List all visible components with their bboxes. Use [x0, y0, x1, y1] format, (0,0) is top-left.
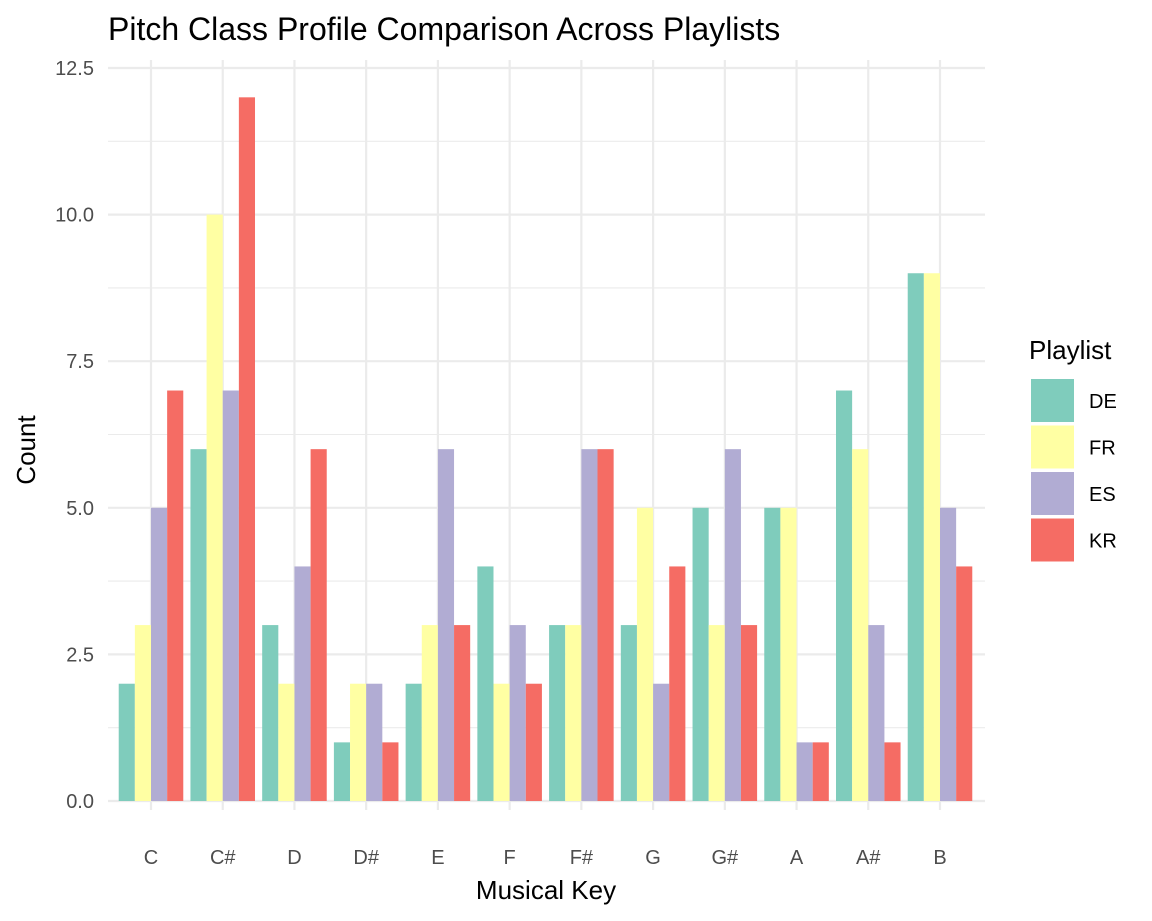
x-tick-label: C: [144, 847, 158, 869]
bar: [382, 742, 399, 801]
legend-swatch: [1031, 518, 1074, 562]
bar: [477, 566, 494, 801]
x-axis-title: Musical Key: [476, 875, 616, 905]
bar: [740, 625, 758, 801]
bar: [692, 507, 709, 801]
bar: [509, 625, 526, 801]
x-tick-label: G#: [711, 847, 739, 869]
bar: [764, 507, 781, 801]
x-tick-label: A#: [856, 847, 881, 869]
x-tick-label: F#: [570, 847, 594, 869]
bar: [669, 566, 686, 801]
bar: [350, 683, 367, 801]
bar: [708, 625, 725, 801]
y-tick-label: 10.0: [55, 205, 94, 227]
bars-group: [118, 97, 973, 802]
x-tick-label: E: [431, 847, 444, 869]
legend-label: FR: [1089, 438, 1116, 460]
x-tick-label: D#: [353, 847, 379, 869]
bar: [310, 449, 327, 801]
legend-title: Playlist: [1029, 335, 1112, 365]
x-tick-label: A: [790, 847, 804, 869]
x-tick-label: G: [645, 847, 661, 869]
legend-swatch: [1031, 425, 1074, 469]
bar: [923, 273, 940, 801]
x-tick-label: C#: [210, 847, 236, 869]
bar: [366, 683, 383, 801]
bar: [549, 625, 566, 801]
x-tick-label: F: [504, 847, 516, 869]
bar: [884, 742, 901, 801]
bar: [294, 566, 311, 801]
legend-label: ES: [1089, 484, 1116, 506]
bar: [581, 449, 598, 801]
bar: [262, 625, 279, 801]
bar: [206, 214, 223, 802]
bar: [620, 625, 637, 801]
x-tick-label: B: [933, 847, 946, 869]
legend-swatch: [1031, 472, 1074, 515]
legend-label: KR: [1089, 531, 1117, 553]
bar: [653, 683, 670, 801]
bar: [493, 683, 510, 801]
bar: [405, 683, 422, 801]
bar: [118, 683, 135, 801]
bar: [151, 507, 168, 801]
bar: [134, 625, 151, 801]
legend-items: DE FR ES KR: [1031, 379, 1117, 562]
y-tick-label: 2.5: [66, 644, 94, 666]
chart-title: Pitch Class Profile Comparison Across Pl…: [108, 11, 780, 47]
bar: [907, 273, 924, 801]
bar: [222, 390, 239, 801]
legend: Playlist DE FR ES KR: [1029, 335, 1117, 562]
legend-swatch: [1031, 379, 1074, 422]
bar: [835, 390, 853, 801]
bar: [278, 683, 295, 801]
bar: [940, 507, 957, 801]
bar: [525, 683, 542, 801]
y-tick-label: 5.0: [66, 498, 94, 520]
x-tick-label: D: [287, 847, 301, 869]
y-axis-ticks: 0.0 2.5 5.0 7.5 10.0 12.5: [55, 58, 94, 813]
bar: [454, 625, 471, 801]
bar: [238, 97, 256, 801]
bar: [812, 742, 829, 801]
y-tick-label: 7.5: [66, 351, 94, 373]
bar: [636, 507, 654, 801]
bar: [190, 449, 207, 801]
bar: [597, 449, 614, 801]
bar: [956, 566, 973, 801]
y-tick-label: 12.5: [55, 58, 94, 80]
bar: [852, 449, 869, 801]
legend-label: DE: [1089, 391, 1117, 413]
bar: [333, 742, 351, 801]
bar: [421, 625, 438, 801]
y-axis-title: Count: [11, 415, 41, 485]
bar: [565, 625, 582, 801]
bar: [780, 507, 797, 801]
x-axis-ticks: C C# D D# E F F# G G# A A# B: [144, 847, 947, 869]
bar: [868, 625, 885, 801]
bar: [437, 449, 455, 801]
y-tick-label: 0.0: [66, 791, 94, 813]
bar: [724, 449, 741, 801]
bar: [167, 390, 184, 801]
bar: [796, 742, 813, 801]
